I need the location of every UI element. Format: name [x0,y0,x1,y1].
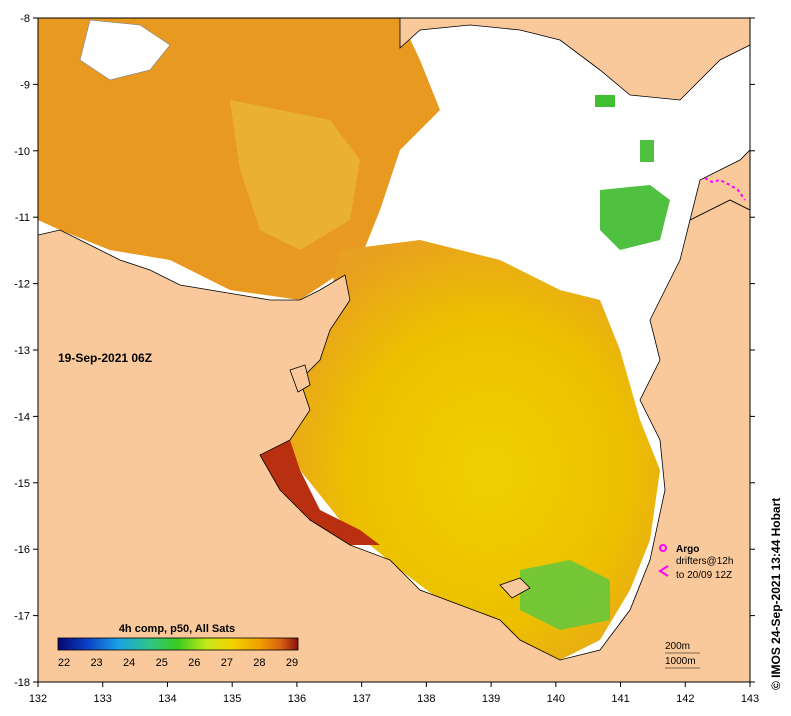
y-tick-label: -12 [14,279,30,291]
x-tick-label: 137 [352,693,370,705]
drifter-arrow-icon [658,565,669,577]
y-tick-label: -13 [14,345,30,357]
y-tick-label: -9 [20,79,30,91]
x-axis: 132 133 134 135 136 137 138 139 140 141 142 143 [29,682,759,705]
depth-200-label: 200m [665,641,690,652]
colorbar-label: 23 [90,657,102,669]
y-tick-label: -11 [15,212,30,224]
y-tick-label: -10 [14,146,30,158]
colorbar-label: 26 [188,657,200,669]
colorbar-label: 25 [156,657,168,669]
land-new-guinea [399,18,750,101]
y-tick-label: -8 [20,13,30,25]
colorbar-label: 24 [123,657,135,669]
y-tick-label: -17 [14,611,30,623]
land-cape-york [689,149,750,221]
land-arnhem-land [38,199,750,682]
land-island-mornington [499,577,531,599]
x-tick-label: 141 [611,693,629,705]
sst-gulf [280,240,660,660]
drifter-track-icon [704,177,746,201]
land-island-groote [289,364,311,393]
drifters-to-label: to 20/09 12Z [676,570,732,581]
x-tick-label: 136 [288,693,306,705]
drifters-label: drifters@12h [676,556,733,567]
colorbar-labels: 22 23 24 25 26 27 28 29 [58,657,298,669]
y-tick-label: -14 [14,411,30,423]
x-tick-label: 143 [741,693,759,705]
y-tick-label: -18 [14,677,30,689]
colorbar-label: 28 [253,657,265,669]
colorbar [57,637,299,651]
y-axis: -8 -9 -10 -11 -12 -13 -14 -15 -16 -17 -18 [14,13,755,689]
sst-green-northeast [600,185,670,250]
x-tick-label: 133 [94,693,112,705]
map-plot-area [38,18,750,682]
x-tick-label: 140 [547,693,565,705]
y-tick-label: -15 [14,478,30,490]
sst-green-southeast [520,560,610,630]
depth-1000-label: 1000m [665,656,696,667]
x-tick-label: 134 [158,693,176,705]
sst-hot-west [260,440,380,545]
x-tick-label: 142 [676,693,694,705]
x-tick-label: 135 [223,693,241,705]
argo-marker-icon [659,544,667,552]
argo-label: Argo [676,544,699,555]
y-tick-label: -16 [14,544,30,556]
sst-arafura-east [230,100,360,250]
x-tick-label: 138 [417,693,435,705]
credit-label: © IMOS 24-Sep-2021 13:44 Hobart [769,498,783,690]
date-label: 19-Sep-2021 06Z [58,351,152,365]
colorbar-label: 29 [286,657,298,669]
colorbar-title: 4h comp, p50, All Sats [119,623,235,635]
land-tiwi [79,19,171,81]
colorbar-label: 22 [58,657,70,669]
x-tick-label: 132 [29,693,47,705]
sst-green-patch [595,95,615,107]
colorbar-label: 27 [221,657,233,669]
sst-green-patch-2 [640,140,654,162]
x-tick-label: 139 [482,693,500,705]
